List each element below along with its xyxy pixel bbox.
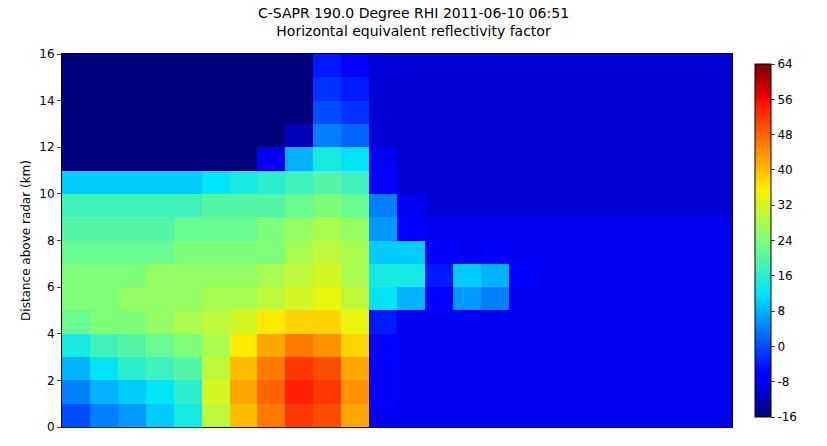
svg-text:0: 0: [47, 420, 55, 434]
svg-text:16: 16: [777, 269, 792, 283]
svg-text:0: 0: [777, 340, 785, 354]
svg-text:C-SAPR 190.0 Degree RHI 2011-0: C-SAPR 190.0 Degree RHI 2011-06-10 06:51…: [258, 5, 569, 39]
svg-text:10: 10: [39, 187, 54, 201]
svg-text:Distance above radar (km): Distance above radar (km): [19, 160, 33, 321]
svg-text:4: 4: [47, 327, 55, 341]
svg-text:64: 64: [777, 57, 792, 71]
svg-text:-8: -8: [777, 375, 789, 389]
svg-text:32: 32: [777, 198, 792, 212]
svg-text:8: 8: [777, 304, 785, 318]
svg-text:56: 56: [777, 93, 792, 107]
svg-text:-16: -16: [777, 410, 797, 424]
svg-text:48: 48: [777, 128, 792, 142]
svg-text:16: 16: [39, 47, 54, 61]
svg-text:24: 24: [777, 234, 792, 248]
svg-text:14: 14: [39, 94, 54, 108]
svg-text:12: 12: [39, 140, 54, 154]
svg-text:6: 6: [47, 280, 55, 294]
svg-text:2: 2: [47, 374, 55, 388]
svg-text:8: 8: [47, 234, 55, 248]
svg-text:40: 40: [777, 163, 792, 177]
